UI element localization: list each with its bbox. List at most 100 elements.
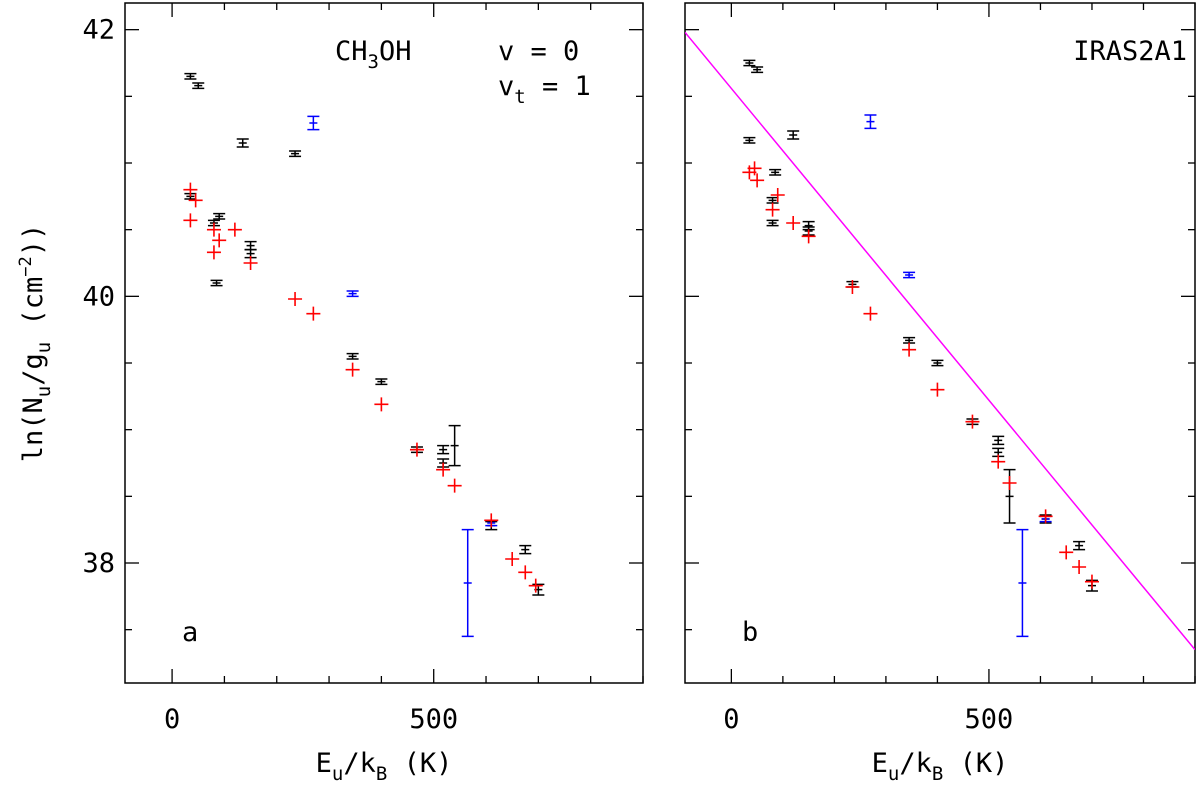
data-point xyxy=(437,444,450,455)
model-point xyxy=(505,552,520,566)
data-point xyxy=(519,544,532,555)
data-point xyxy=(375,378,388,386)
model-point xyxy=(227,222,242,237)
x-tick-label: 0 xyxy=(164,704,180,735)
y-tick-label: 42 xyxy=(82,15,115,46)
data-point xyxy=(346,290,359,298)
model-point xyxy=(845,280,860,294)
x-axis-label-part-3: B xyxy=(932,763,943,785)
model-point xyxy=(930,382,945,397)
model-point xyxy=(243,256,258,270)
model-point xyxy=(436,462,451,477)
model-point xyxy=(863,306,878,321)
data-point xyxy=(448,424,461,467)
model-point xyxy=(345,362,360,377)
data-point xyxy=(184,72,197,80)
model-point xyxy=(801,229,816,244)
model-point xyxy=(750,173,765,188)
data-point xyxy=(787,130,800,140)
y-tick-label: 38 xyxy=(82,548,115,579)
x-axis-label-part-1: u xyxy=(888,763,899,785)
chart-title-part-2: OH xyxy=(379,36,412,67)
data-point xyxy=(903,271,916,279)
data-point xyxy=(1016,528,1029,638)
model-point xyxy=(409,442,424,457)
model-point xyxy=(206,245,221,260)
chart-title-part-0: CH xyxy=(335,36,368,67)
model-point xyxy=(991,454,1006,469)
model-point xyxy=(765,202,780,217)
model-point xyxy=(518,565,533,580)
x-axis-label-part-2: /k xyxy=(899,748,932,779)
model-point xyxy=(1002,476,1017,490)
model-point xyxy=(183,213,198,228)
model-point xyxy=(374,397,389,412)
chart-title: CH3OH xyxy=(335,36,411,73)
data-point xyxy=(992,435,1005,446)
model-point xyxy=(484,513,499,528)
chart-title: IRAS2A1 xyxy=(1073,36,1187,67)
model-point xyxy=(206,222,221,237)
x-axis-label-part-0: E xyxy=(872,748,888,779)
legend-entry-part-0: v = 0 xyxy=(498,36,579,67)
plot-frame xyxy=(124,2,644,684)
model-point xyxy=(183,182,198,197)
data-point xyxy=(766,196,779,204)
data-point xyxy=(802,220,815,231)
legend-entry-part-0: v xyxy=(498,71,514,102)
data-point xyxy=(766,219,779,227)
data-point xyxy=(903,336,916,344)
model-point xyxy=(306,306,321,321)
data-point xyxy=(244,240,257,251)
model-point xyxy=(1059,545,1074,560)
y-axis-label-part-5: −2 xyxy=(16,256,36,276)
model-point xyxy=(212,233,227,248)
data-point xyxy=(743,136,756,144)
x-axis-label: Eu/kB (K) xyxy=(872,748,1009,785)
model-point xyxy=(1084,574,1099,589)
y-axis-label-part-2: /g xyxy=(18,353,49,386)
y-axis-label-part-1: u xyxy=(33,386,55,397)
y-axis-label-part-6: )) xyxy=(18,224,49,257)
data-point xyxy=(864,114,877,130)
data-point xyxy=(1003,468,1016,524)
panel-b: 0 500 Eu/kB (K) b IRAS2A1 xyxy=(684,2,1196,785)
data-point xyxy=(769,168,782,176)
model-point xyxy=(747,161,762,176)
y-axis-label-part-0: ln(N xyxy=(18,397,49,462)
data-point xyxy=(931,359,944,367)
data-point xyxy=(346,352,359,360)
data-point xyxy=(532,583,545,596)
data-point xyxy=(210,279,223,287)
data-point xyxy=(461,528,474,638)
model-point xyxy=(770,188,785,202)
model-point xyxy=(786,216,801,230)
x-axis-label-part-4: (K) xyxy=(387,748,452,779)
y-axis-label: ln(Nu/gu (cm−2)) xyxy=(16,224,55,462)
panel-label: b xyxy=(742,617,758,648)
x-axis-label-part-2: /k xyxy=(343,748,376,779)
model-point xyxy=(965,414,980,429)
data-point xyxy=(289,150,302,158)
y-tick-label: 40 xyxy=(82,281,115,312)
x-axis-label-part-4: (K) xyxy=(943,748,1008,779)
data-point xyxy=(244,248,257,259)
x-tick-label: 500 xyxy=(965,704,1014,735)
chart-title-part-1: 3 xyxy=(368,51,379,73)
model-point xyxy=(528,578,543,593)
panel-label: a xyxy=(182,617,198,648)
model-point xyxy=(288,292,303,306)
legend-entry: v = 0 xyxy=(498,36,579,67)
x-tick-label: 500 xyxy=(409,704,458,735)
data-point xyxy=(743,59,756,67)
model-point xyxy=(188,193,203,208)
data-point xyxy=(751,66,764,74)
model-point xyxy=(447,478,462,493)
x-tick-label: 0 xyxy=(723,704,739,735)
model-point xyxy=(902,342,917,357)
x-axis-label-part-3: B xyxy=(376,763,387,785)
data-point xyxy=(307,115,320,131)
y-axis-label-part-3: u xyxy=(33,342,55,353)
